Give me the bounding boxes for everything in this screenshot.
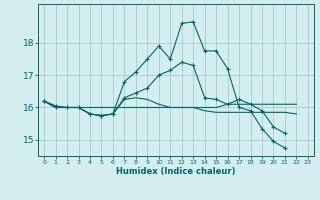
- X-axis label: Humidex (Indice chaleur): Humidex (Indice chaleur): [116, 167, 236, 176]
